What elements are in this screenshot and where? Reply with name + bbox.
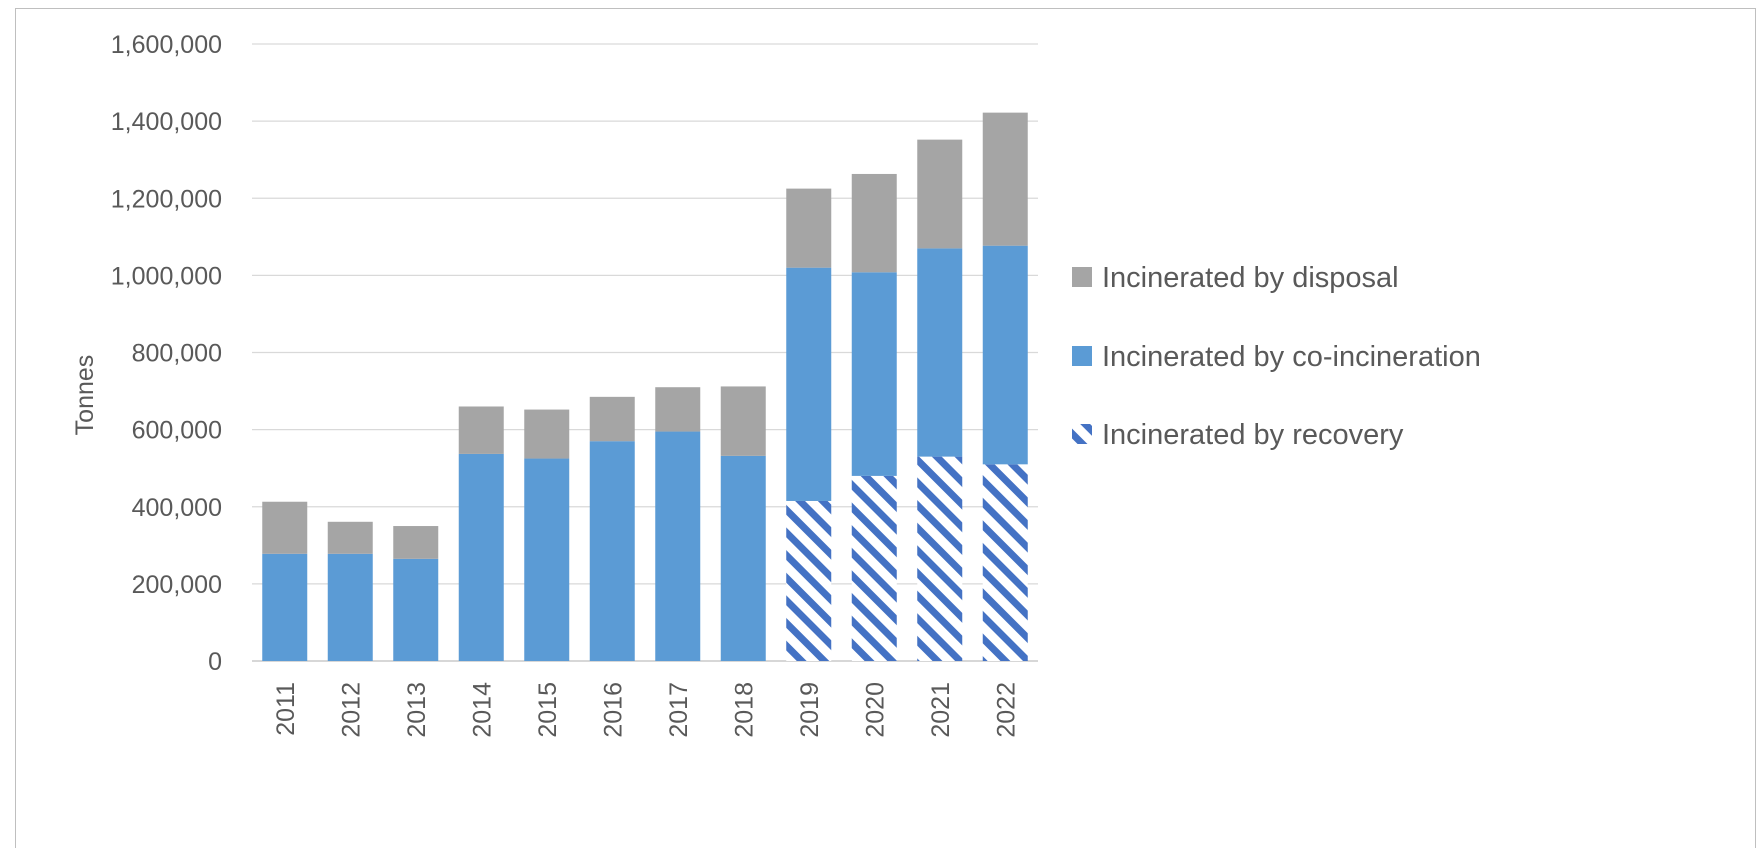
y-tick-label: 1,600,000 [111, 31, 222, 59]
bar-segment [786, 500, 832, 661]
bar-segment [458, 406, 504, 454]
x-tick-label: 2015 [534, 682, 562, 738]
chart-border [15, 8, 1756, 853]
x-tick-label: 2013 [403, 682, 431, 738]
x-tick-label: 2017 [665, 682, 693, 738]
legend-label: Incinerated by recovery [1102, 419, 1404, 451]
x-tick-label: 2012 [337, 682, 365, 738]
x-tick-label: 2022 [992, 682, 1020, 738]
bar-segment [524, 458, 570, 661]
bar-segment [851, 272, 897, 476]
legend: Incinerated by disposal Incinerated by co… [1072, 262, 1481, 451]
gridlines [252, 43, 1038, 662]
x-tick-label: 2011 [272, 682, 300, 736]
bar-segment [262, 501, 308, 554]
bar-segment [982, 245, 1028, 465]
y-tick-label: 1,000,000 [111, 262, 222, 290]
legend-swatch [1072, 424, 1092, 444]
legend-label: Incinerated by co-incineration [1102, 341, 1481, 373]
bar-segment [982, 112, 1028, 246]
x-axis-ticks: 2011 2012 2013 2014 2015 2016 2017 2018 2019 2020… [272, 682, 1021, 738]
bar-segment [786, 267, 832, 501]
bars [262, 112, 1028, 661]
y-tick-label: 1,400,000 [111, 108, 222, 136]
bar-segment [720, 386, 766, 456]
y-axis-ticks: 0 200,000 400,000 600,000 800,000 1,000,000 1,… [111, 31, 222, 676]
y-tick-label: 400,000 [132, 494, 222, 522]
x-tick-label: 2014 [468, 682, 496, 738]
bar-segment [458, 453, 504, 661]
bar-segment [851, 173, 897, 273]
legend-swatch [1072, 346, 1092, 366]
bar-segment [917, 139, 963, 249]
x-tick-label: 2016 [599, 682, 627, 738]
x-tick-label: 2020 [861, 682, 889, 738]
y-tick-label: 800,000 [132, 340, 222, 368]
bar-segment [851, 475, 897, 661]
bar-segment [982, 464, 1028, 661]
y-tick-label: 1,200,000 [111, 185, 222, 213]
x-tick-label: 2018 [730, 682, 758, 738]
bar-segment [655, 431, 701, 661]
bar-segment [589, 396, 635, 442]
bar-segment [327, 553, 373, 661]
y-axis-label: Tonnes [71, 355, 99, 436]
y-tick-label: 600,000 [132, 417, 222, 445]
x-tick-label: 2021 [927, 682, 955, 738]
bar-segment [720, 455, 766, 661]
bar-segment [917, 456, 963, 661]
bar-segment [786, 188, 832, 268]
bar-segment [393, 526, 439, 559]
bar-segment [917, 248, 963, 457]
x-tick-label: 2019 [796, 682, 824, 738]
y-tick-label: 200,000 [132, 571, 222, 599]
y-tick-label: 0 [208, 648, 222, 676]
bar-segment [327, 521, 373, 554]
bar-segment [393, 558, 439, 661]
bar-segment [589, 441, 635, 661]
bar-segment [262, 553, 308, 661]
bar-segment [524, 409, 570, 459]
bar-segment [655, 387, 701, 432]
legend-swatch [1072, 267, 1092, 287]
legend-label: Incinerated by disposal [1102, 262, 1399, 294]
